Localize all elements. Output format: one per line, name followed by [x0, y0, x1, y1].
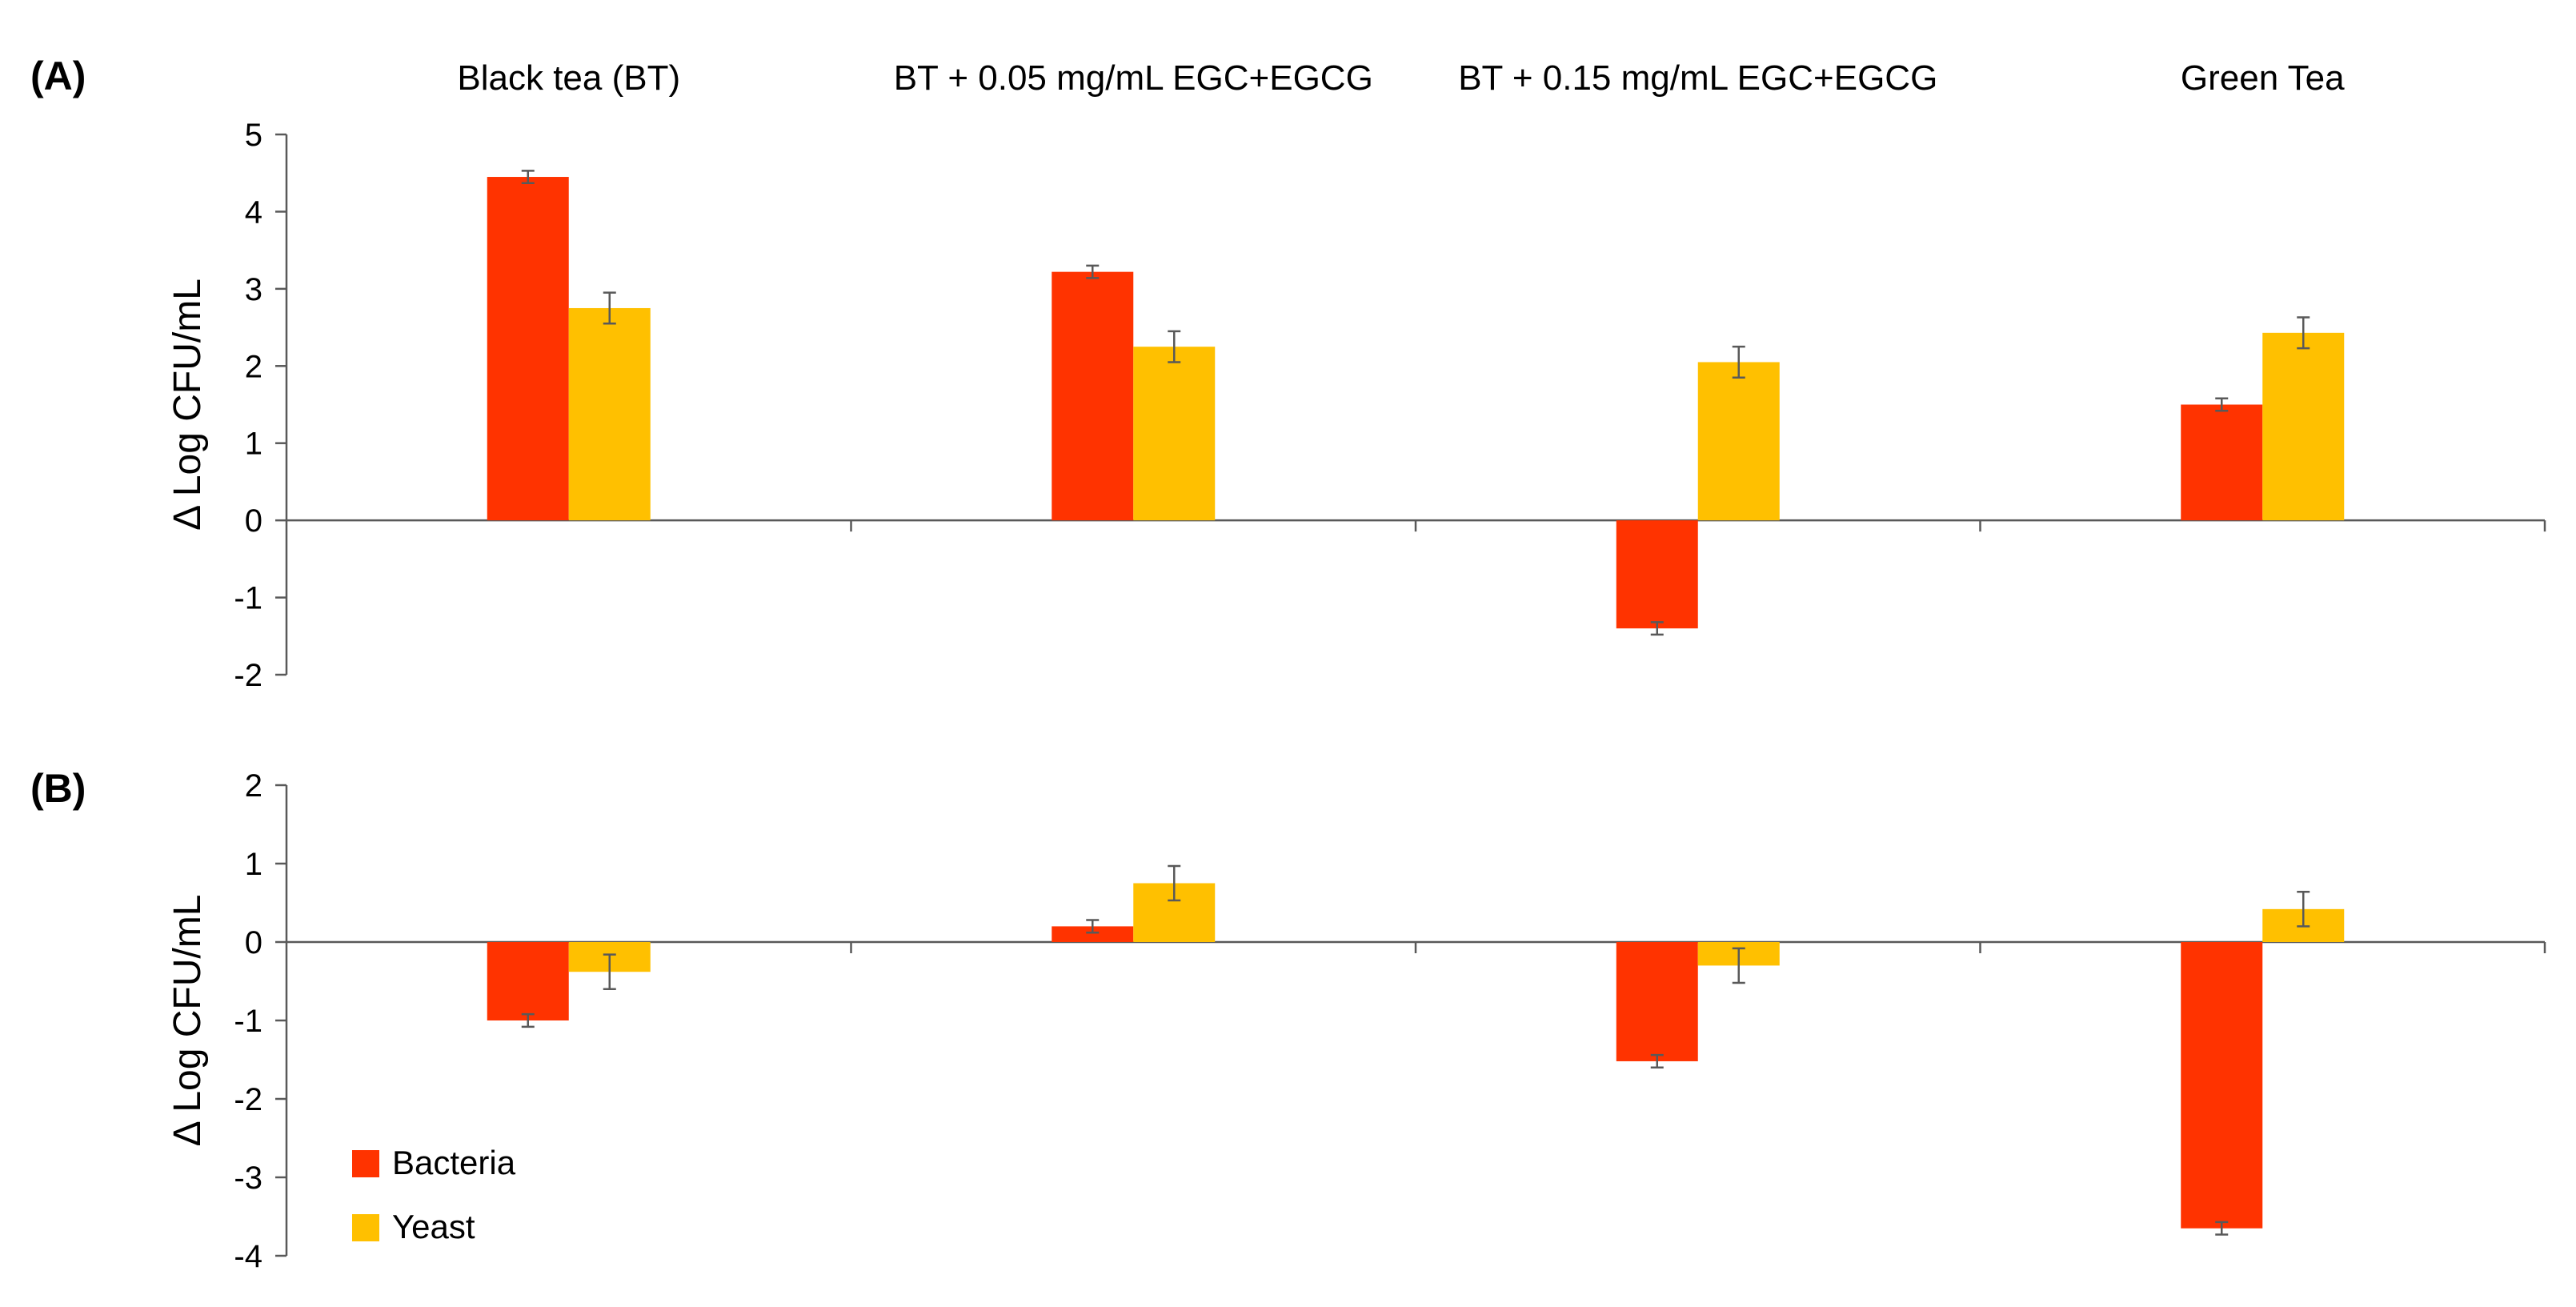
- y-tick-label: 0: [245, 503, 262, 539]
- y-tick-label: -4: [234, 1239, 262, 1274]
- legend-swatch-bacteria: [352, 1150, 379, 1177]
- yeast-bar: [568, 307, 651, 521]
- y-tick-label: 3: [245, 272, 262, 307]
- category-label: BT + 0.05 mg/mL EGC+EGCG: [894, 58, 1373, 98]
- y-tick-label: 2: [245, 768, 262, 804]
- bacteria-bar: [1616, 942, 1698, 1061]
- y-axis-title: Δ Log CFU/mL: [166, 895, 209, 1147]
- yeast-bar: [2262, 332, 2345, 521]
- legend: Bacteria Yeast: [352, 1144, 516, 1245]
- bacteria-bar: [487, 177, 569, 521]
- y-tick-label: 4: [245, 194, 262, 230]
- panel-a: (A) -2 -1 0 1 2 3 4 5 Δ Log CFU/mL Black tea (BT) B…: [30, 54, 2546, 693]
- y-tick-label: -1: [234, 1004, 262, 1039]
- yeast-bar: [1133, 347, 1216, 521]
- bacteria-bar: [1616, 520, 1698, 629]
- legend-label: Bacteria: [392, 1144, 516, 1181]
- y-tick-label: 0: [245, 925, 262, 960]
- y-tick-label: 2: [245, 349, 262, 384]
- bacteria-bar: [487, 942, 569, 1020]
- panel-label: (B): [30, 766, 86, 811]
- category-label: Black tea (BT): [457, 58, 680, 98]
- legend-swatch-yeast: [352, 1214, 379, 1241]
- bacteria-bar: [2181, 942, 2263, 1229]
- bacteria-bar: [1052, 271, 1134, 521]
- legend-label: Yeast: [392, 1208, 475, 1245]
- y-tick-label: 5: [245, 118, 262, 153]
- panel-b: (B) -4 -3 -2 -1 0 1 2 Δ Log CFU/mL: [30, 766, 2546, 1274]
- category-label: BT + 0.15 mg/mL EGC+EGCG: [1458, 58, 1937, 98]
- y-tick-label: -2: [234, 658, 262, 693]
- category-label: Green Tea: [2181, 58, 2345, 98]
- y-tick-label: 1: [245, 427, 262, 462]
- yeast-bar: [1697, 362, 1780, 521]
- bacteria-bar: [1052, 926, 1134, 942]
- panel-label: (A): [30, 54, 86, 98]
- bacteria-bar: [2181, 404, 2263, 521]
- y-tick-label: -2: [234, 1082, 262, 1117]
- y-tick-label: -3: [234, 1161, 262, 1196]
- y-tick-label: -1: [234, 581, 262, 616]
- y-tick-label: 1: [245, 847, 262, 882]
- y-axis-title: Δ Log CFU/mL: [166, 279, 209, 531]
